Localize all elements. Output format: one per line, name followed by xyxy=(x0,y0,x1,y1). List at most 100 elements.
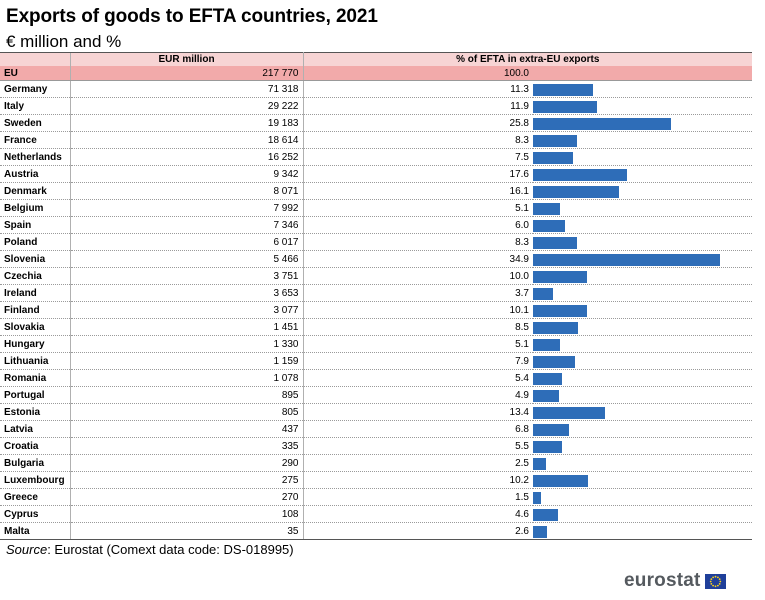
pct-value: 5.1 xyxy=(303,335,533,353)
eur-value: 7 992 xyxy=(69,199,304,217)
bar-cell xyxy=(533,284,753,302)
country-row: Czechia 3 751 10.0 xyxy=(0,267,753,285)
header-blank xyxy=(0,52,70,66)
flag-star-icon xyxy=(718,580,721,582)
bar xyxy=(533,390,559,402)
bar xyxy=(533,322,578,334)
eur-value: 1 078 xyxy=(69,369,304,387)
row-label: Germany xyxy=(0,80,70,98)
pct-value: 7.9 xyxy=(303,352,533,370)
flag-star-icon xyxy=(714,575,716,578)
bar xyxy=(533,186,619,198)
pct-value: 6.8 xyxy=(303,420,533,438)
country-row: Latvia 437 6.8 xyxy=(0,420,753,438)
chart-title: Exports of goods to EFTA countries, 2021 xyxy=(6,6,378,27)
row-label: Austria xyxy=(0,165,70,183)
eur-value: 19 183 xyxy=(69,114,304,132)
row-label: Ireland xyxy=(0,284,70,302)
bar-cell xyxy=(533,199,753,217)
country-row: Greece 270 1.5 xyxy=(0,488,753,506)
pct-value: 4.9 xyxy=(303,386,533,404)
country-row: Austria 9 342 17.6 xyxy=(0,165,753,183)
header-eur: EUR million xyxy=(69,52,304,66)
row-label: EU xyxy=(0,66,70,81)
flag-star-icon xyxy=(711,584,714,587)
bar-cell xyxy=(533,97,753,115)
pct-value: 100.0 xyxy=(303,66,533,81)
flag-star-icon xyxy=(718,577,721,580)
data-table: EUR million % of EFTA in extra-EU export… xyxy=(0,52,753,540)
bar xyxy=(533,237,577,249)
bar-cell xyxy=(533,386,753,404)
eur-value: 275 xyxy=(69,471,304,489)
eurostat-logo: eurostat xyxy=(624,570,726,592)
row-label: Portugal xyxy=(0,386,70,404)
country-row: Denmark 8 071 16.1 xyxy=(0,182,753,200)
country-row: Croatia 335 5.5 xyxy=(0,437,753,455)
pct-value: 8.3 xyxy=(303,131,533,149)
country-row: Ireland 3 653 3.7 xyxy=(0,284,753,302)
bar-cell xyxy=(533,301,753,319)
bar xyxy=(533,458,546,470)
bar-cell xyxy=(533,420,753,438)
flag-star-icon xyxy=(709,580,712,582)
bar-cell xyxy=(533,488,753,506)
eurostat-wordmark: eurostat xyxy=(624,570,701,591)
row-label: France xyxy=(0,131,70,149)
pct-value: 4.6 xyxy=(303,505,533,523)
bar xyxy=(533,339,560,351)
eur-value: 437 xyxy=(69,420,304,438)
eur-value: 18 614 xyxy=(69,131,304,149)
bar-cell xyxy=(533,352,753,370)
pct-value: 10.0 xyxy=(303,267,533,285)
country-row: France 18 614 8.3 xyxy=(0,131,753,149)
pct-value: 11.3 xyxy=(303,80,533,98)
bar xyxy=(533,101,597,113)
source-text: : Eurostat (Comext data code: DS-018995) xyxy=(47,542,294,557)
eur-value: 335 xyxy=(69,437,304,455)
bar-cell xyxy=(533,471,753,489)
row-label: Czechia xyxy=(0,267,70,285)
pct-value: 3.7 xyxy=(303,284,533,302)
pct-value: 13.4 xyxy=(303,403,533,421)
source-label: Source xyxy=(6,542,48,557)
source-note: Source: Eurostat (Comext data code: DS-0… xyxy=(6,542,294,557)
eu-total-row: EU 217 770 100.0 xyxy=(0,66,753,81)
eur-value: 108 xyxy=(69,505,304,523)
bar xyxy=(533,424,569,436)
row-label: Hungary xyxy=(0,335,70,353)
eur-value: 8 071 xyxy=(69,182,304,200)
row-label: Romania xyxy=(0,369,70,387)
country-row: Portugal 895 4.9 xyxy=(0,386,753,404)
country-row: Poland 6 017 8.3 xyxy=(0,233,753,251)
bar-cell xyxy=(533,114,753,132)
eur-value: 3 653 xyxy=(69,284,304,302)
bar-cell xyxy=(533,250,753,268)
country-row: Lithuania 1 159 7.9 xyxy=(0,352,753,370)
flag-star-icon xyxy=(710,582,712,585)
bar-cell xyxy=(533,318,753,336)
country-row: Italy 29 222 11.9 xyxy=(0,97,753,115)
pct-value: 11.9 xyxy=(303,97,533,115)
country-row: Netherlands 16 252 7.5 xyxy=(0,148,753,166)
bar xyxy=(533,169,627,181)
eur-value: 7 346 xyxy=(69,216,304,234)
pct-value: 8.5 xyxy=(303,318,533,336)
country-row: Cyprus 108 4.6 xyxy=(0,505,753,523)
bar-cell xyxy=(533,148,753,166)
flag-star-icon xyxy=(716,584,719,587)
row-label: Finland xyxy=(0,301,70,319)
eur-value: 3 077 xyxy=(69,301,304,319)
bar xyxy=(533,271,587,283)
bar-cell xyxy=(533,437,753,455)
bar xyxy=(533,492,541,504)
bar-cell xyxy=(533,403,753,421)
country-row: Malta 35 2.6 xyxy=(0,522,753,540)
eur-value: 16 252 xyxy=(69,148,304,166)
pct-value: 2.6 xyxy=(303,522,533,540)
country-row: Belgium 7 992 5.1 xyxy=(0,199,753,217)
bar xyxy=(533,305,587,317)
country-row: Slovakia 1 451 8.5 xyxy=(0,318,753,336)
eur-value: 6 017 xyxy=(69,233,304,251)
country-row: Hungary 1 330 5.1 xyxy=(0,335,753,353)
